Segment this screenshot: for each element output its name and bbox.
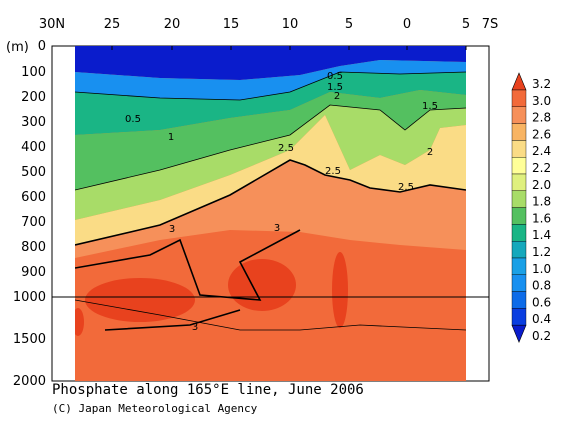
layer-0-4 [75,46,466,80]
y-tick-label: 800 [21,240,46,255]
x-tick-label: 30N [39,17,65,32]
y-tick-label: 2000 [13,374,46,389]
colorbar-tick-label: 0.8 [532,279,551,293]
x-tick-label: 0 [403,17,411,32]
layer-2-8 [75,160,466,258]
colorbar-top-arrow [511,72,527,91]
y-tick-label: 900 [21,265,46,280]
y-axis-label: (m) [6,40,29,55]
contour-label: 2 [334,91,340,102]
y-axis: 0 100 200 300 400 500 600 700 800 900 10… [13,39,46,389]
colorbar-swatch [511,89,527,107]
colorbar-swatch [511,207,527,225]
contour-label: 2 [427,147,433,158]
colorbar-swatch [511,173,527,191]
contour-label: 1.5 [327,82,343,93]
colorbar-tick-label: 1.8 [532,195,551,209]
chart-credit: (C) Japan Meteorological Agency [52,402,258,415]
layer-0-8 [75,60,466,100]
layer-1-2 [75,72,466,135]
layer-1-6 [75,90,466,190]
y-tick-label: 600 [21,190,46,205]
x-tick-label: 7S [482,17,499,32]
layer-2-0 [75,105,466,220]
colorbar-swatch [511,156,527,175]
y-tick-label: 400 [21,140,46,155]
section-field [75,46,466,381]
y-tick-label: 0 [38,39,46,54]
x-tick-label: 15 [223,17,240,32]
x-tick-label: 5 [345,17,353,32]
colorbar-swatch [511,106,527,124]
y-tick-label: 700 [21,215,46,230]
colorbar-tick-label: 0.6 [532,295,551,309]
deep-patch-d [75,308,84,336]
y-tick-label: 200 [21,90,46,105]
contour-line-6 [75,299,466,331]
contour-line-3 [75,159,466,246]
chart-title: Phosphate along 165°E line, June 2006 [52,382,364,398]
contour-label: 0.5 [327,71,343,82]
y-tick-label: 500 [21,165,46,180]
contour-label: 1.5 [422,101,438,112]
contour-label: 0.5 [125,114,141,125]
y-tick-label: 100 [21,65,46,80]
colorbar-tick-label: 1.0 [532,262,551,276]
colorbar-tick-label: 3.0 [532,94,551,108]
colorbar-tick-label: 1.2 [532,245,551,259]
colorbar-swatch [511,190,527,208]
colorbar-bottom-arrow [511,324,527,343]
y-tick-label: 300 [21,115,46,130]
colorbar-swatch [511,308,527,326]
contour-label: 2.5 [278,143,294,154]
contour-label: 1 [168,132,174,143]
colorbar-tick-label: 0.4 [532,312,551,326]
x-tick-label: 20 [164,17,181,32]
contour-label: 3 [169,224,175,235]
colorbar-tick-label: 1.4 [532,228,551,242]
colorbar-swatch [511,257,527,275]
contour-line-2 [75,104,466,191]
contour-label: 2.5 [325,166,341,177]
deep-patch-c [332,252,348,328]
colorbar-swatch [511,224,527,242]
colorbar-tick-label: 2.2 [532,161,551,175]
layer-2-4 [75,115,466,245]
contour-labels: 0.5 0.5 1 1.5 1.5 2 2 2.5 2.5 2.5 3 3 3 [125,71,438,333]
x-tick-label: 25 [104,17,121,32]
colorbar-tick-label: 2.0 [532,178,551,192]
colorbar-tick-label: 3.2 [532,77,551,91]
contour-label: 2.5 [398,182,414,193]
y-tick-label: 1000 [13,290,46,305]
colorbar-tick-label: 2.4 [532,144,551,158]
colorbar-swatch [511,140,527,158]
contour-line-4 [75,229,301,301]
colorbar-swatch [511,274,527,292]
colorbar-tick-label: 0.2 [532,329,551,343]
x-tick-label: 10 [282,17,299,32]
colorbar-swatch [511,291,527,309]
contour-label: 3 [192,322,198,333]
colorbar-tick-label: 2.8 [532,111,551,125]
x-tick-label: 5 [462,17,470,32]
colorbar-tick-label: 1.6 [532,211,551,225]
colorbar-swatch [511,123,527,141]
colorbar-swatch [511,240,527,259]
y-tick-label: 1500 [13,332,46,347]
deep-patch-b [85,278,195,322]
x-axis: 30N 25 20 15 10 5 0 5 7S [39,17,498,32]
contour-line-1 [75,71,466,101]
colorbar: 3.2 3.0 2.8 2.6 2.4 2.2 2.0 1.8 1.6 1.4 1.2 1.0 0.8 0… [511,72,551,343]
colorbar-tick-label: 2.6 [532,127,551,141]
contour-line-5 [104,309,241,331]
contour-label: 3 [274,223,280,234]
deep-patch-a [228,259,296,311]
x-axis-ticks [111,46,467,50]
